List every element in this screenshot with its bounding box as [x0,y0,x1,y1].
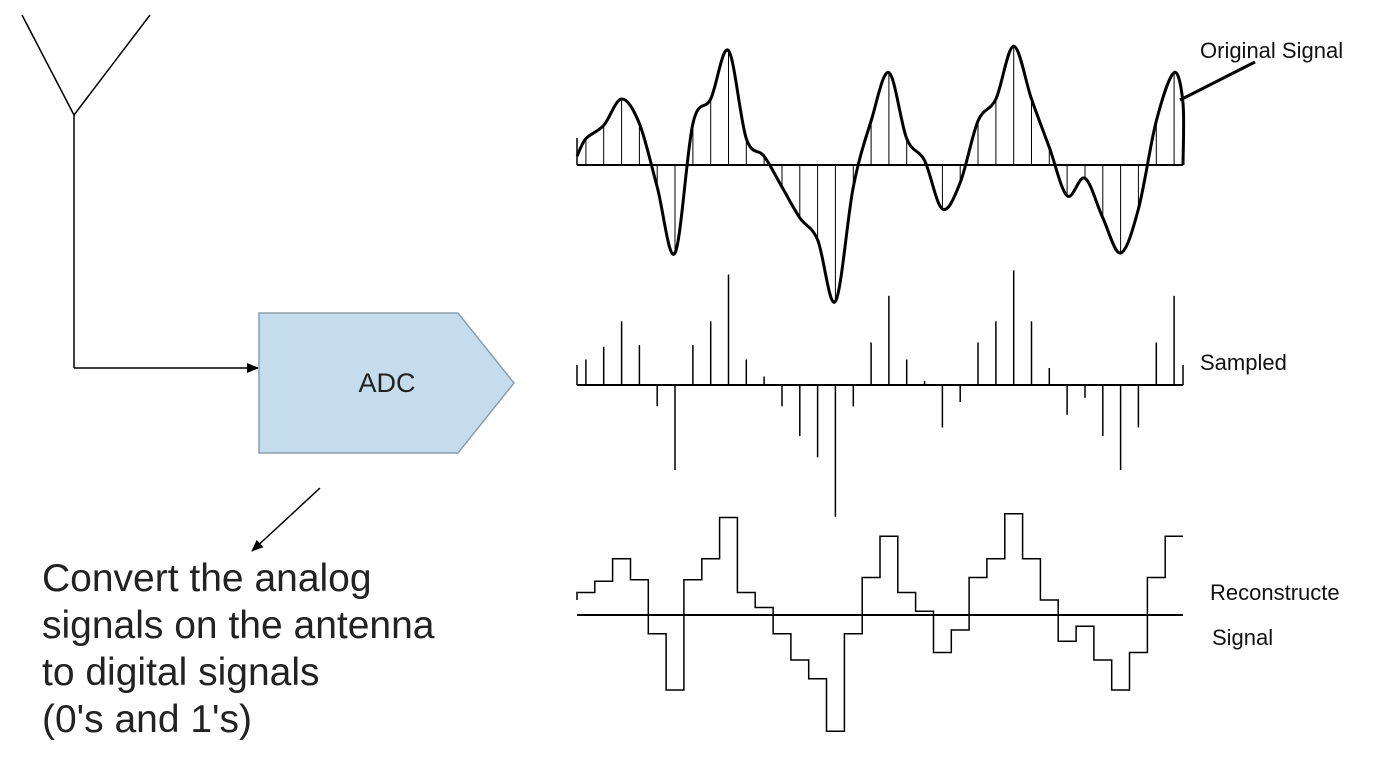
sampled-signal-lines [585,270,1175,517]
reconstructed-label-line2: Signal [1212,625,1273,650]
description-line: Convert the analog [42,557,372,600]
description-line: (0's and 1's) [42,698,252,741]
original-signal-pointer [1179,60,1256,102]
adc-shape [258,312,515,454]
original-signal-panel: Original Signal [575,38,1343,304]
antenna-icon [21,14,151,368]
description-line: to digital signals [42,651,320,694]
adc-to-description-arrow [251,487,321,552]
reconstructed-label-line1: Reconstructe [1210,580,1340,605]
sampled-signal-panel: Sampled [576,270,1287,517]
adc-description: Convert the analog signals on the antenn… [42,555,562,743]
description-line: signals on the antenna [42,604,435,647]
original-signal-sample-lines [585,46,1175,302]
reconstructed-signal-panel: Reconstructe Signal [576,513,1340,733]
adc-block: ADC [258,312,515,454]
adc-label: ADC [358,368,415,398]
reconstructed-signal-staircase [576,513,1183,733]
sampled-label: Sampled [1200,350,1287,375]
original-signal-wave [575,44,1186,304]
original-signal-label: Original Signal [1200,38,1343,63]
